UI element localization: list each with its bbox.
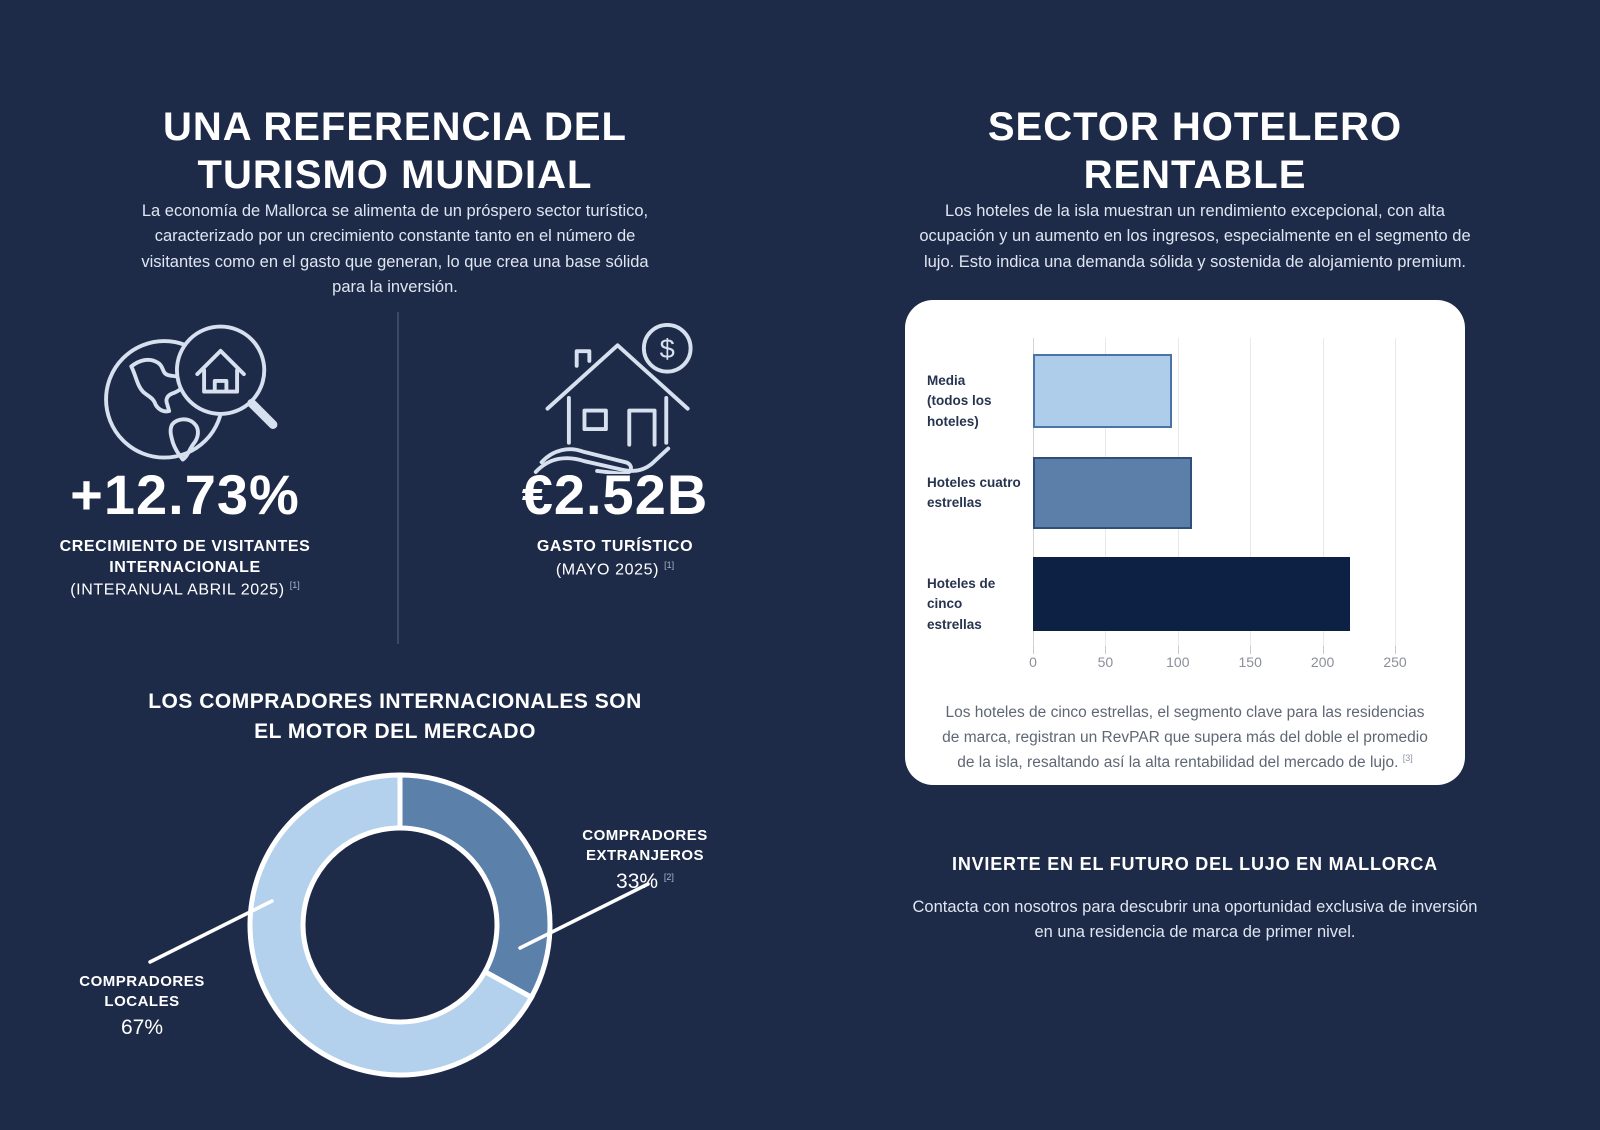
footnote-2: [2]	[663, 871, 674, 882]
gridline-250	[1395, 338, 1396, 646]
stat-tourist-spend-sublabel: (MAYO 2025) [1]	[445, 560, 785, 579]
donut-label-locales: COMPRADORES LOCALES 67%	[54, 972, 230, 1040]
left-intro-text: La economía de Mallorca se alimenta de u…	[141, 201, 649, 297]
revpar-chart-card: Media (todos los hoteles) Hoteles cuatro…	[905, 300, 1465, 785]
tick-150	[1250, 646, 1252, 654]
bar-cuatro-estrellas	[1033, 457, 1193, 529]
tick-250	[1395, 646, 1396, 654]
stats-divider	[397, 312, 399, 644]
buyers-donut-chart: COMPRADORES EXTRANJEROS 33% [2] COMPRADO…	[0, 740, 790, 1130]
globe-magnifier-house-icon	[104, 324, 278, 462]
tick-200	[1322, 646, 1324, 654]
right-panel: SECTOR HOTELERO RENTABLE Los hoteles de …	[790, 0, 1600, 1130]
donut-slice-0	[397, 772, 553, 1001]
tick-label-200: 200	[1310, 654, 1335, 670]
revpar-note: Los hoteles de cinco estrellas, el segme…	[935, 700, 1435, 775]
locales-line1: COMPRADORES	[79, 973, 205, 990]
locales-name: COMPRADORES LOCALES	[54, 972, 230, 1013]
revpar-note-text: Los hoteles de cinco estrellas, el segme…	[942, 703, 1428, 771]
stat-visitor-growth-label: CRECIMIENTO DE VISITANTES INTERNACIONALE	[59, 537, 311, 576]
extranjeros-line2: EXTRANJEROS	[585, 847, 705, 865]
bar-category-cuatro-estrellas: Hoteles cuatro estrellas	[927, 473, 1029, 514]
bar-media	[1033, 354, 1172, 428]
cat-cinco-line2: estrellas	[927, 616, 982, 632]
left-title: UNA REFERENCIA DEL TURISMO MUNDIAL	[0, 103, 790, 199]
footnote-1: [1]	[289, 580, 300, 591]
gridline-200	[1322, 338, 1324, 646]
bar-category-cinco-estrellas: Hoteles de cinco estrellas	[927, 574, 1029, 635]
cta-title: INVIERTE EN EL FUTURO DEL LUJO EN MALLOR…	[952, 854, 1438, 874]
cat-cinco-line1: Hoteles de cinco	[927, 576, 996, 612]
locales-pct: 67%	[54, 1016, 230, 1040]
revpar-bar-plot: 0 50 100 150 200 250	[1029, 338, 1407, 670]
right-title: SECTOR HOTELERO RENTABLE	[790, 103, 1600, 199]
stat-tourist-spend-value: €2.52B	[521, 463, 709, 526]
donut-rings	[247, 772, 553, 1078]
stat-visitor-growth-value: +12.73%	[70, 463, 300, 526]
stat-tourist-spend: €2.52B GASTO TURÍSTICO (MAYO 2025) [1]	[445, 463, 785, 579]
right-intro-text: Los hoteles de la isla muestran un rendi…	[919, 201, 1471, 271]
stat-visitor-growth-period: (INTERANUAL ABRIL 2025)	[70, 581, 285, 599]
donut-chart-title: LOS COMPRADORES INTERNACIONALES SON EL M…	[0, 687, 790, 746]
svg-text:$: $	[660, 333, 675, 364]
stat-tourist-spend-period: (MAYO 2025)	[555, 560, 660, 578]
stat-tourist-spend-label: GASTO TURÍSTICO	[536, 537, 694, 555]
footnote-1b: [1]	[664, 559, 675, 570]
house-hand-dollar-icon: $	[533, 322, 693, 474]
tick-label-0: 0	[1029, 654, 1037, 670]
extranjeros-pct: 33% [2]	[557, 870, 733, 894]
cta-text: Contacta con nosotros para descubrir una…	[912, 897, 1478, 942]
tick-label-50: 50	[1097, 654, 1114, 670]
cat-media-line1: Media	[927, 373, 966, 388]
stat-visitor-growth-sublabel: (INTERANUAL ABRIL 2025) [1]	[15, 580, 355, 599]
tick-label-150: 150	[1238, 654, 1262, 670]
extranjeros-pct-value: 33%	[616, 869, 659, 893]
tick-50	[1105, 646, 1107, 654]
tick-100	[1177, 646, 1179, 654]
extranjeros-name: COMPRADORES EXTRANJEROS	[557, 826, 733, 867]
left-panel: UNA REFERENCIA DEL TURISMO MUNDIAL La ec…	[0, 0, 790, 1130]
extranjeros-line1: COMPRADORES	[582, 827, 708, 844]
bar-category-media: Media (todos los hoteles)	[927, 371, 1029, 432]
tick-label-100: 100	[1166, 654, 1190, 670]
stat-visitor-growth: +12.73% CRECIMIENTO DE VISITANTES INTERN…	[15, 463, 355, 600]
left-title-line1: UNA REFERENCIA DEL	[163, 104, 627, 149]
donut-slice-1	[247, 772, 535, 1078]
gridline-150	[1250, 338, 1252, 646]
right-title-line1: SECTOR HOTELERO	[987, 104, 1403, 149]
donut-title-line1: LOS COMPRADORES INTERNACIONALES SON	[148, 690, 642, 714]
donut-title-line2: EL MOTOR DEL MERCADO	[254, 719, 536, 743]
cat-cuatro-line1: Hoteles cuatro	[927, 475, 1021, 490]
tick-label-250: 250	[1383, 654, 1407, 670]
locales-line2: LOCALES	[104, 993, 180, 1011]
cat-cuatro-line2: estrellas	[927, 495, 982, 511]
right-title-line2: RENTABLE	[1083, 152, 1307, 197]
donut-label-extranjeros: COMPRADORES EXTRANJEROS 33% [2]	[557, 826, 733, 894]
locales-pct-value: 67%	[120, 1015, 164, 1039]
left-title-line2: TURISMO MUNDIAL	[197, 152, 593, 197]
cat-media-line2: (todos los hoteles)	[927, 393, 992, 429]
tick-0	[1033, 646, 1034, 654]
bar-cinco-estrellas	[1033, 557, 1351, 631]
footnote-3: [3]	[1402, 752, 1413, 763]
